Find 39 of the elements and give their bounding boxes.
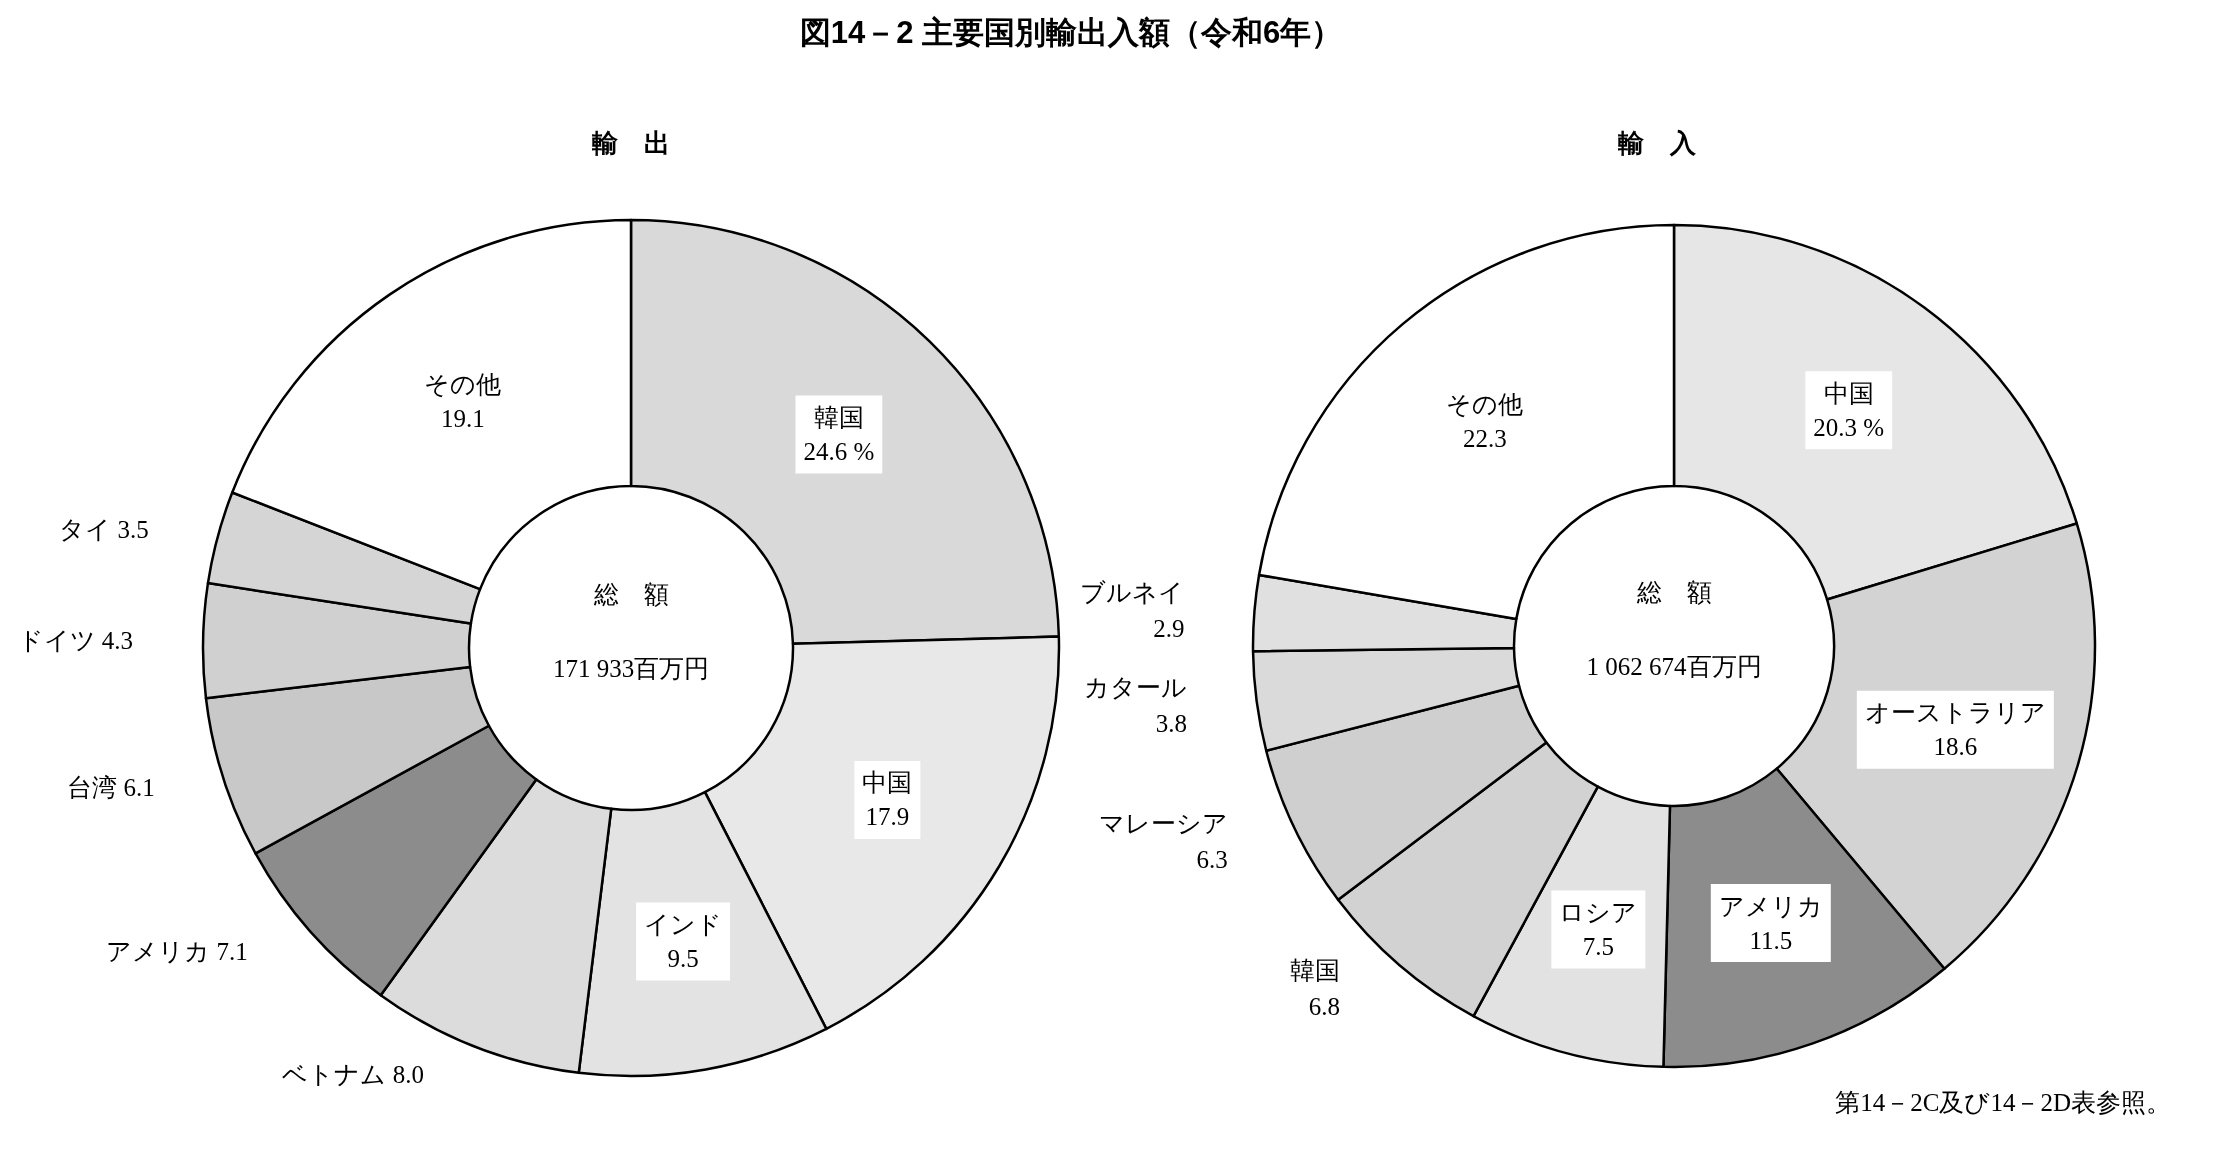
text: 総 額 (592, 580, 669, 608)
data-label: 19.1 (441, 405, 485, 433)
slice-label: その他 (1446, 391, 1524, 419)
text: 第14－2C及び14－2D表参照。 (1835, 1088, 2171, 1116)
slice-label: アメリカ 7.1 (106, 937, 248, 965)
slice-label: ドイツ 4.3 (17, 626, 134, 654)
slice-label: 中国 (1823, 379, 1874, 407)
slice-label: マレーシア (1098, 810, 1228, 838)
data-label: 11.5 (1749, 926, 1793, 954)
data-label: 17.9 (865, 803, 910, 831)
text: 総 額 (1635, 578, 1712, 606)
data-label: 2.9 (1153, 615, 1185, 643)
slice-label: 韓国 (813, 403, 864, 431)
data-label: 18.6 (1933, 733, 1978, 761)
slice-label: ロシア (1559, 899, 1638, 927)
slice-label: 台湾 6.1 (67, 773, 155, 801)
chart-subtitle: 輸 出 (591, 128, 670, 158)
slice-label: タイ 3.5 (59, 515, 149, 543)
slice-label: オーストラリア (1864, 699, 2046, 727)
data-label: 6.3 (1196, 846, 1228, 874)
slice-label: その他 (424, 371, 502, 399)
data-label: 3.8 (1155, 709, 1187, 737)
text: 1 062 674百万円 (1586, 652, 1762, 680)
chart-title: 図14－2 主要国別輸出入額（令和6年） (799, 14, 1343, 50)
data-label: 9.5 (667, 944, 699, 972)
text: 171 933百万円 (552, 654, 710, 682)
chart-subtitle: 輸 入 (1617, 128, 1697, 158)
slice-label: アメリカ (1718, 892, 1823, 920)
slice-label: インド (644, 910, 723, 938)
data-label: 22.3 (1462, 425, 1507, 453)
slice-label: 韓国 (1290, 956, 1341, 984)
slice-label: カタール (1083, 673, 1187, 701)
data-label: 24.6 % (803, 437, 875, 465)
slice-label: 中国 (862, 769, 913, 797)
slice-label: ベトナム 8.0 (282, 1060, 424, 1088)
data-label: 7.5 (1582, 933, 1614, 961)
slice-label: ブルネイ (1080, 579, 1185, 607)
data-label: 6.8 (1308, 992, 1341, 1020)
data-label: 20.3 % (1813, 413, 1885, 441)
